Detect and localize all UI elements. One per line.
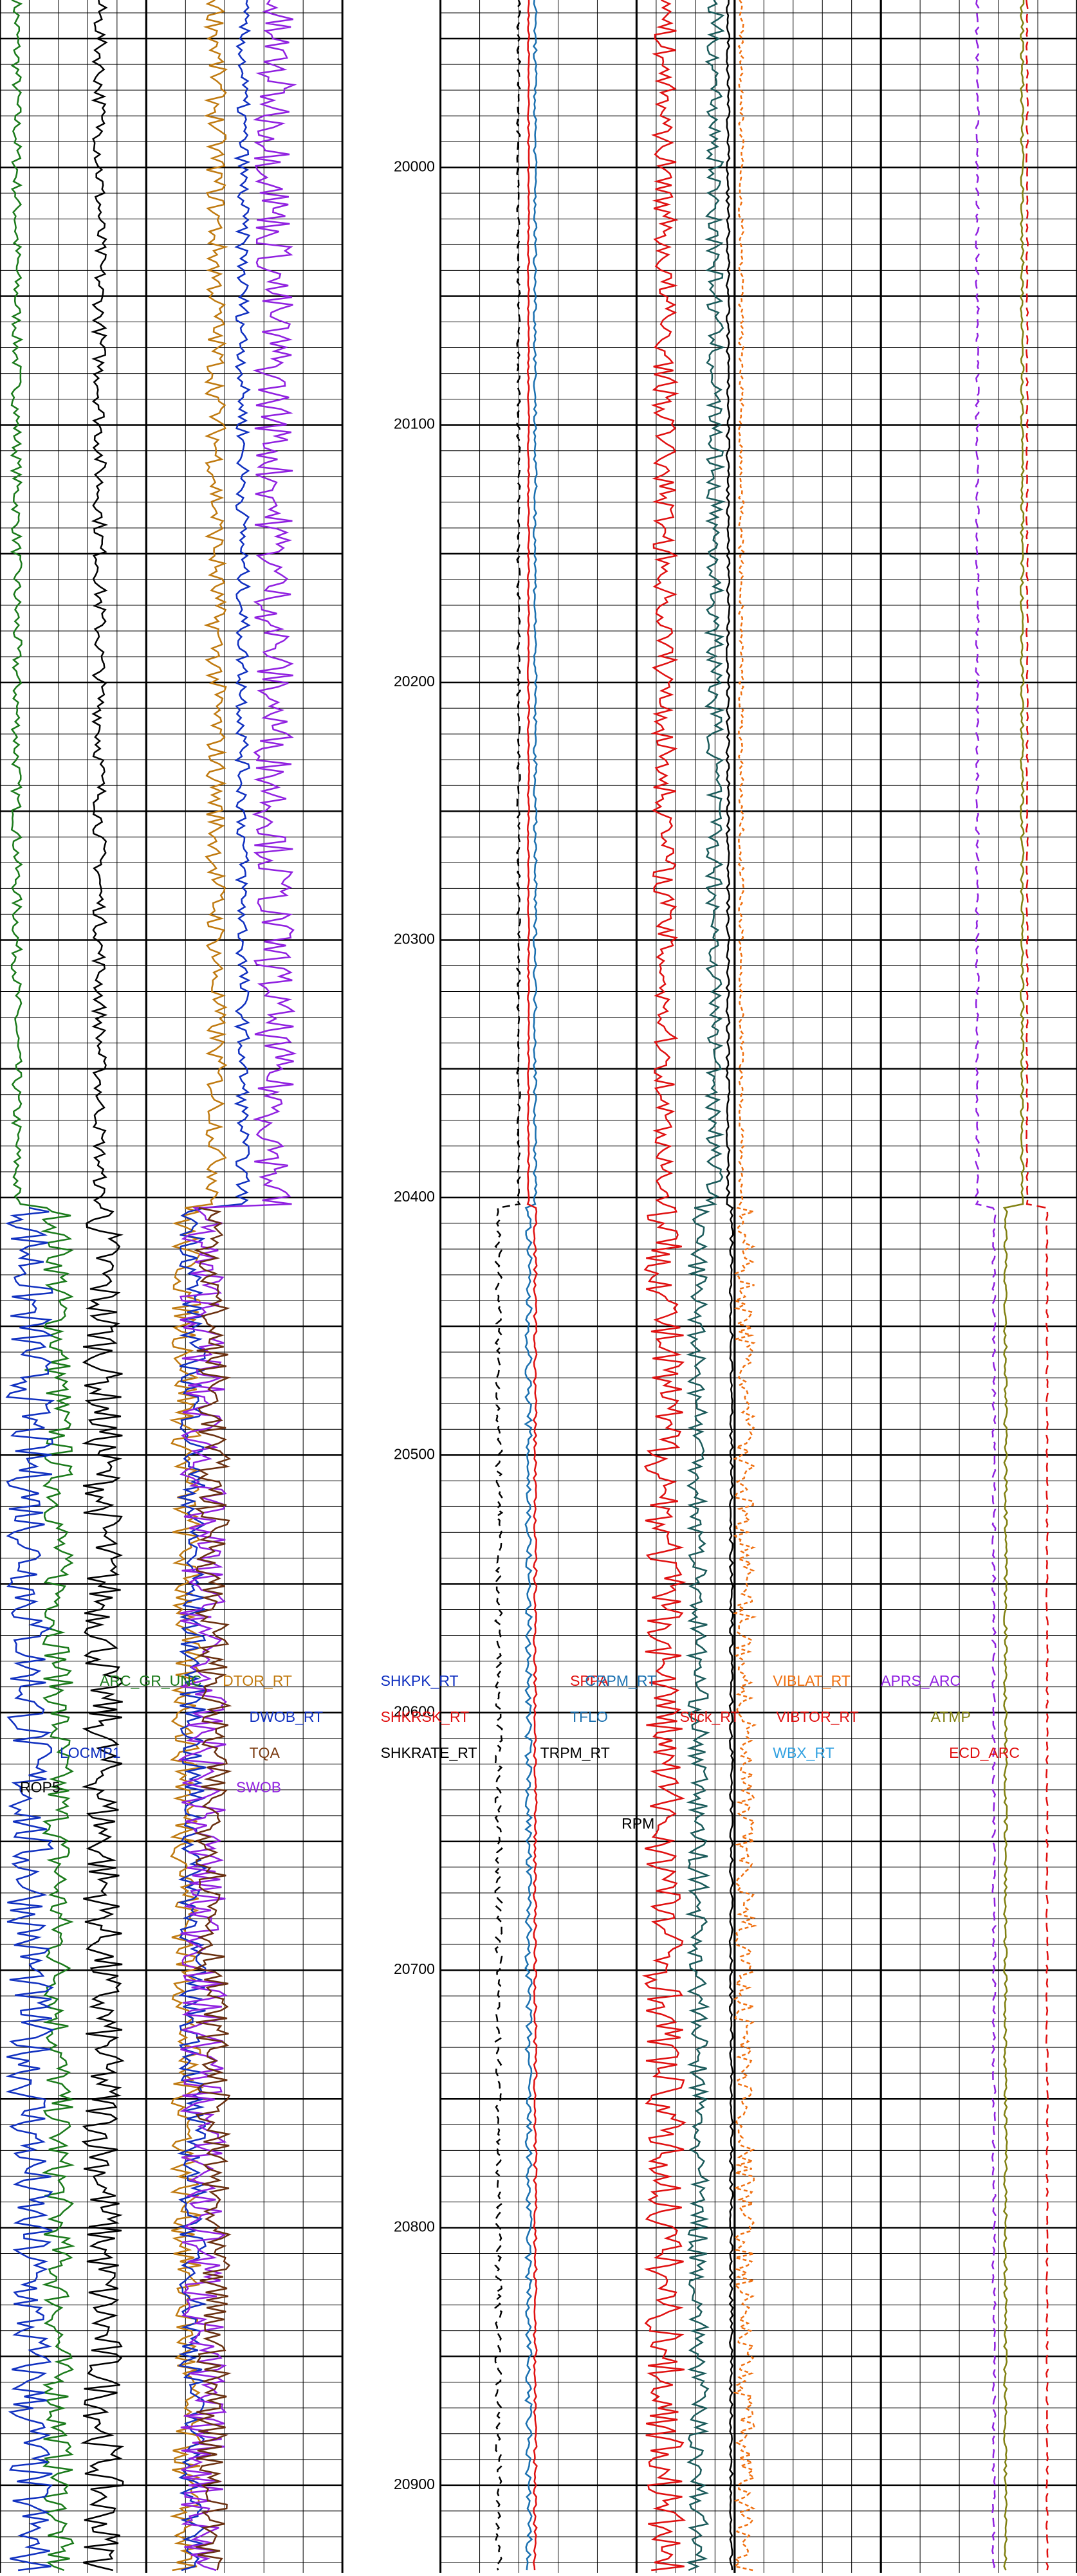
curve-label: CRPM_RT — [585, 1672, 656, 1689]
curve-label: SWOB — [236, 1779, 281, 1796]
curve-label: VIBTOR_RT — [776, 1708, 858, 1725]
log-curve — [526, 0, 538, 2571]
labels: 20000 20100 20200 20300 20400 20500 20600 20700… — [20, 158, 1020, 2492]
log-curve — [1025, 0, 1049, 2571]
depth-label: 20200 — [394, 673, 435, 690]
curve-label: DWOB_RT — [250, 1708, 324, 1725]
log-curve — [732, 0, 758, 2571]
log-curve — [5, 1207, 55, 2571]
curve-label: SHKPK_RT — [381, 1672, 459, 1689]
curve-label: SPPA — [570, 1672, 609, 1689]
log-curve — [80, 0, 125, 2571]
curve-label: SHKRSK_RT — [381, 1708, 470, 1725]
curve-label: ROP5 — [20, 1779, 60, 1796]
log-curve — [193, 1207, 233, 2571]
log-curve — [685, 0, 726, 2571]
curve-label: TQA — [250, 1744, 281, 1761]
log-curve — [725, 0, 734, 2571]
depth-label: 20500 — [394, 1445, 435, 1462]
curve-label: Stick_RT — [680, 1708, 740, 1725]
log-curve — [169, 0, 228, 2571]
curve-label: SHKRATE_RT — [381, 1744, 477, 1761]
curve-label: ARC_GR_UNC — [100, 1672, 201, 1689]
curve-label: VIBLAT_RT — [773, 1672, 851, 1689]
log-curve — [974, 0, 997, 2571]
depth-label: 20000 — [394, 158, 435, 174]
log-curve — [10, 0, 76, 2571]
depth-label: 20700 — [394, 1960, 435, 1977]
curve-label: LOCMP1 — [60, 1744, 121, 1761]
curves — [5, 0, 1049, 2571]
log-curve — [641, 0, 686, 2571]
depth-label: 20800 — [394, 2218, 435, 2235]
curve-label: WBX_RT — [773, 1744, 834, 1761]
curve-label: ECD_ARC — [949, 1744, 1020, 1761]
curve-label: DTOR_RT — [223, 1672, 292, 1689]
depth-label: 20100 — [394, 416, 435, 432]
depth-label: 20300 — [394, 931, 435, 947]
depth-label: 20400 — [394, 1188, 435, 1205]
log-curve — [493, 0, 522, 2571]
curve-label: ATMP — [931, 1708, 971, 1725]
curve-label: TFLO — [570, 1708, 608, 1725]
log-curve — [1002, 0, 1025, 2571]
curve-label: TRPM_RT — [540, 1744, 610, 1761]
depth-label: 20600 — [394, 1703, 435, 1720]
log-curve — [177, 0, 297, 2571]
curve-label: APRS_ARC — [881, 1672, 961, 1689]
log-curve — [176, 0, 252, 2571]
log-curve — [524, 0, 538, 2571]
curve-label: RPM — [621, 1815, 654, 1832]
depth-label: 20900 — [394, 2476, 435, 2492]
